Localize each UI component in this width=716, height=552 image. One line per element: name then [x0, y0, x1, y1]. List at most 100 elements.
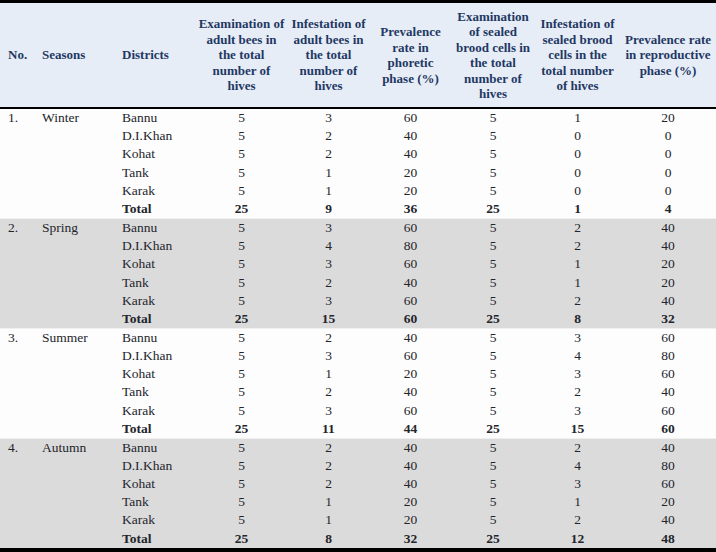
- value-cell: 20: [370, 511, 451, 529]
- col-header-infestation-sealed-brood: Infestation of sealed brood cells in the…: [535, 2, 620, 109]
- value-cell: 3: [287, 347, 370, 365]
- value-cell: 48: [620, 530, 716, 550]
- value-cell: 5: [451, 493, 535, 511]
- season-group-spring: 2.SpringBannu53605240D.I.Khan54805240Koh…: [0, 219, 716, 329]
- district-cell: Karak: [118, 401, 196, 419]
- value-cell: 5: [196, 401, 287, 419]
- value-cell: 1: [535, 255, 620, 273]
- value-cell: 5: [196, 108, 287, 127]
- value-cell: 40: [370, 438, 451, 457]
- value-cell: 60: [370, 310, 451, 329]
- district-cell: Bannu: [118, 438, 196, 457]
- value-cell: 12: [535, 530, 620, 550]
- value-cell: 40: [620, 438, 716, 457]
- district-cell: Kohat: [118, 365, 196, 383]
- value-cell: 44: [370, 420, 451, 439]
- season-group-summer: 3.SummerBannu52405360D.I.Khan53605480Koh…: [0, 328, 716, 438]
- col-header-districts: Districts: [118, 2, 196, 109]
- value-cell: 5: [451, 255, 535, 273]
- total-label-cell: Total: [118, 200, 196, 219]
- value-cell: 60: [620, 420, 716, 439]
- value-cell: 20: [370, 493, 451, 511]
- value-cell: 0: [535, 182, 620, 200]
- value-cell: 40: [370, 145, 451, 163]
- value-cell: 1: [287, 182, 370, 200]
- value-cell: 3: [287, 401, 370, 419]
- header-row: No. Seasons Districts Examination of adu…: [0, 2, 716, 109]
- value-cell: 15: [535, 420, 620, 439]
- col-header-prevalence-reproductive: Prevalence rate in reproductive phase (%…: [620, 2, 716, 109]
- value-cell: 25: [451, 200, 535, 219]
- value-cell: 80: [370, 237, 451, 255]
- group-number-cell: 1.: [0, 108, 38, 219]
- value-cell: 40: [370, 475, 451, 493]
- value-cell: 3: [535, 475, 620, 493]
- district-cell: Karak: [118, 511, 196, 529]
- value-cell: 20: [620, 255, 716, 273]
- value-cell: 80: [620, 457, 716, 475]
- value-cell: 3: [535, 328, 620, 347]
- value-cell: 9: [287, 200, 370, 219]
- value-cell: 5: [196, 511, 287, 529]
- value-cell: 40: [370, 457, 451, 475]
- value-cell: 5: [451, 127, 535, 145]
- value-cell: 8: [287, 530, 370, 550]
- value-cell: 4: [535, 347, 620, 365]
- district-cell: Bannu: [118, 328, 196, 347]
- value-cell: 3: [287, 292, 370, 310]
- value-cell: 0: [620, 127, 716, 145]
- district-cell: D.I.Khan: [118, 457, 196, 475]
- value-cell: 5: [196, 273, 287, 291]
- value-cell: 5: [196, 383, 287, 401]
- prevalence-table: No. Seasons Districts Examination of adu…: [0, 0, 716, 552]
- value-cell: 0: [620, 182, 716, 200]
- season-group-autumn: 4.AutumnBannu52405240D.I.Khan52405480Koh…: [0, 438, 716, 550]
- value-cell: 5: [451, 273, 535, 291]
- value-cell: 20: [620, 108, 716, 127]
- value-cell: 40: [620, 219, 716, 238]
- group-number-cell: 4.: [0, 438, 38, 550]
- value-cell: 8: [535, 310, 620, 329]
- value-cell: 11: [287, 420, 370, 439]
- value-cell: 4: [535, 457, 620, 475]
- value-cell: 5: [196, 493, 287, 511]
- value-cell: 5: [196, 438, 287, 457]
- district-cell: Kohat: [118, 255, 196, 273]
- value-cell: 2: [535, 511, 620, 529]
- value-cell: 60: [620, 401, 716, 419]
- district-row: 4.AutumnBannu52405240: [0, 438, 716, 457]
- value-cell: 60: [370, 108, 451, 127]
- value-cell: 0: [535, 164, 620, 182]
- value-cell: 60: [370, 401, 451, 419]
- district-cell: Kohat: [118, 475, 196, 493]
- value-cell: 40: [620, 511, 716, 529]
- district-cell: Tank: [118, 383, 196, 401]
- value-cell: 1: [287, 365, 370, 383]
- value-cell: 2: [287, 273, 370, 291]
- value-cell: 0: [620, 145, 716, 163]
- group-number-cell: 2.: [0, 219, 38, 329]
- value-cell: 1: [287, 511, 370, 529]
- group-number-cell: 3.: [0, 328, 38, 438]
- value-cell: 32: [620, 310, 716, 329]
- value-cell: 1: [287, 164, 370, 182]
- value-cell: 2: [535, 237, 620, 255]
- value-cell: 25: [451, 530, 535, 550]
- value-cell: 1: [287, 493, 370, 511]
- district-row: 1.WinterBannu53605120: [0, 108, 716, 127]
- district-cell: Tank: [118, 493, 196, 511]
- value-cell: 3: [535, 365, 620, 383]
- table-header: No. Seasons Districts Examination of adu…: [0, 2, 716, 109]
- district-cell: Tank: [118, 164, 196, 182]
- district-cell: D.I.Khan: [118, 127, 196, 145]
- col-header-no: No.: [0, 2, 38, 109]
- season-group-winter: 1.WinterBannu53605120D.I.Khan5240500Koha…: [0, 108, 716, 219]
- col-header-examination-sealed-brood: Examination of sealed brood cells in the…: [451, 2, 535, 109]
- value-cell: 60: [370, 255, 451, 273]
- value-cell: 3: [287, 108, 370, 127]
- value-cell: 5: [451, 365, 535, 383]
- value-cell: 0: [620, 164, 716, 182]
- value-cell: 40: [620, 383, 716, 401]
- value-cell: 5: [196, 145, 287, 163]
- value-cell: 5: [196, 182, 287, 200]
